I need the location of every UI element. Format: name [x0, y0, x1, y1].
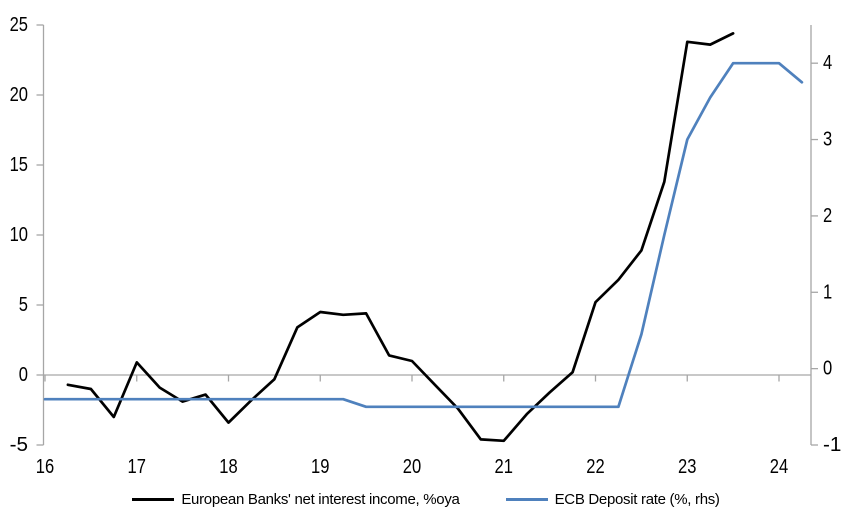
legend-item-ecb-deposit-rate: ECB Deposit rate (%, rhs): [505, 491, 720, 508]
legend-label-net-interest-income: European Banks' net interest income, %oy…: [181, 491, 460, 508]
x-axis-tick-label: 16: [36, 456, 54, 478]
x-axis-tick-label: 21: [495, 456, 513, 478]
left-axis-tick-label: 5: [19, 294, 28, 316]
left-axis-tick-label: 20: [10, 84, 28, 106]
left-axis-tick-label: -5: [10, 434, 28, 456]
x-axis-tick-label: 23: [678, 456, 696, 478]
left-axis-tick-label: 15: [10, 154, 28, 176]
legend-label-ecb-deposit-rate: ECB Deposit rate (%, rhs): [554, 491, 720, 508]
legend-line-sample-blue: [505, 498, 548, 501]
series-line-net-interest-income: [66, 32, 735, 443]
x-axis-tick-label: 17: [128, 456, 146, 478]
x-axis-tick-label: 19: [311, 456, 329, 478]
x-axis-tick-label: 18: [219, 456, 237, 478]
x-axis-tick-label: 20: [403, 456, 421, 478]
x-axis-tick-label: 22: [586, 456, 604, 478]
left-axis-tick-label: 25: [10, 14, 28, 36]
series-line-ecb-deposit-rate: [43, 61, 804, 409]
right-axis-tick-label: 2: [823, 205, 832, 227]
left-axis-tick-label: 0: [19, 364, 28, 386]
legend-line-sample-black: [132, 498, 175, 501]
legend-item-net-interest-income: European Banks' net interest income, %oy…: [132, 491, 460, 508]
right-axis-tick-label: 1: [823, 281, 832, 303]
right-axis-tick-label: 4: [823, 52, 832, 74]
x-axis-tick-label: 24: [770, 456, 788, 478]
right-axis-tick-label: -1: [823, 434, 841, 456]
chart-legend: European Banks' net interest income, %oy…: [0, 491, 852, 508]
left-axis-tick-label: 10: [10, 224, 28, 246]
right-axis-tick-label: 3: [823, 129, 832, 151]
right-axis-tick-label: 0: [823, 358, 832, 380]
